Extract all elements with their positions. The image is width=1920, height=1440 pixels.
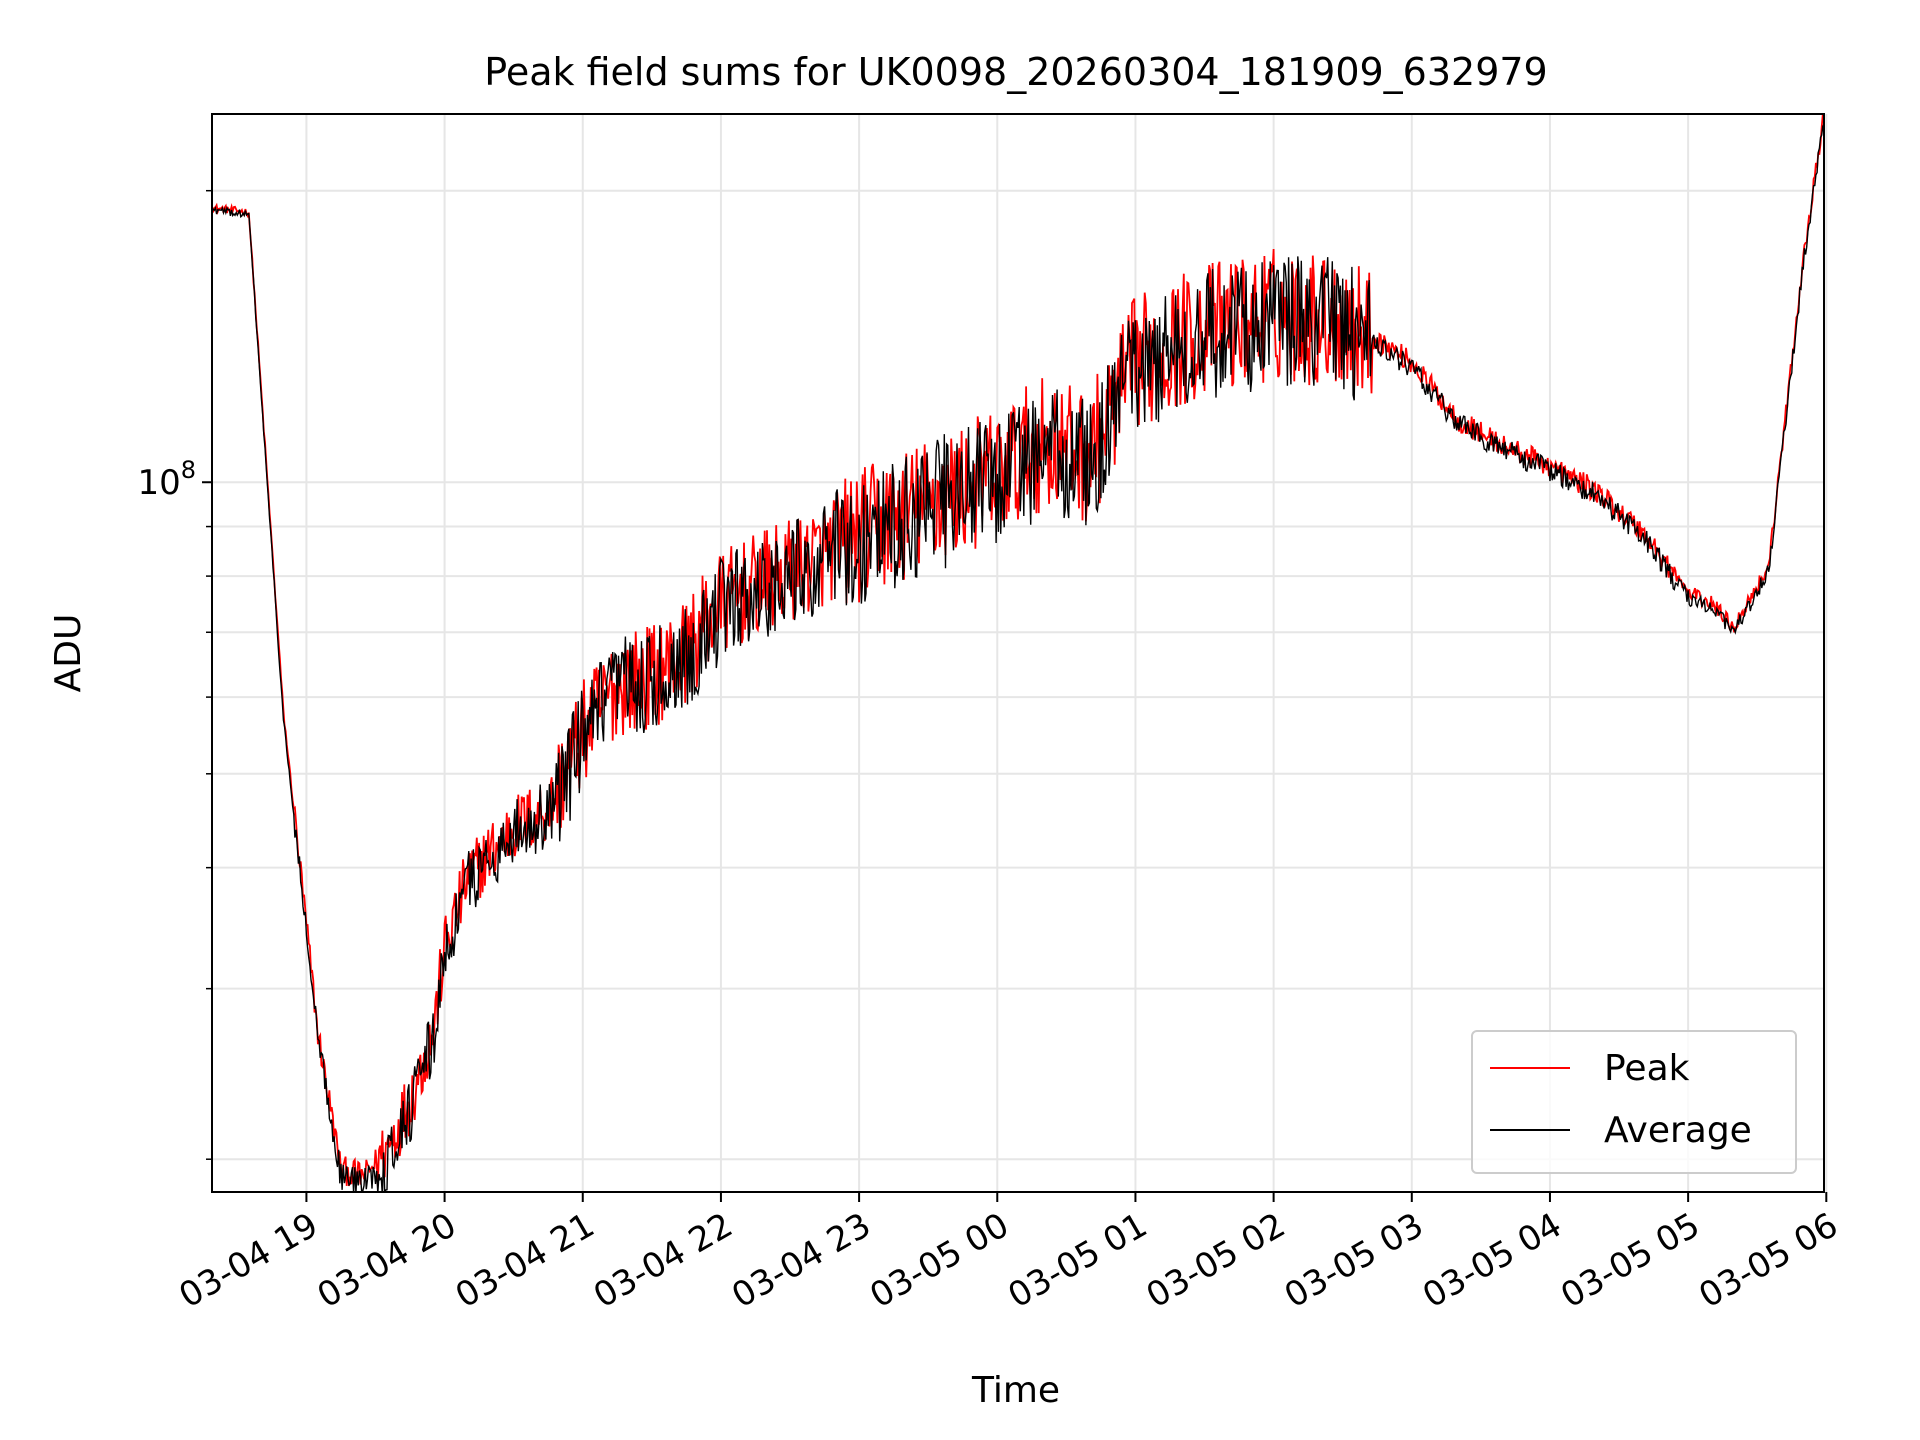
legend-box [1471,1030,1797,1174]
grid [212,114,1828,1192]
y-axis-label: ADU [48,614,89,693]
series-layer [212,114,1824,1192]
legend-label-peak: Peak [1604,1048,1690,1089]
y-tick-exponent: 8 [181,456,196,484]
chart-title: Peak field sums for UK0098_20260304_1819… [484,50,1547,94]
series-line-average [212,123,1824,1192]
y-axis: 108 [137,189,212,1160]
legend-label-average: Average [1604,1110,1752,1151]
plot-frame [211,113,1825,1193]
y-tick-base: 10 [137,463,180,503]
x-axis-label: Time [971,1370,1060,1411]
y-tick-label: 108 [137,456,196,503]
legend: Peak Average [1471,1030,1797,1174]
